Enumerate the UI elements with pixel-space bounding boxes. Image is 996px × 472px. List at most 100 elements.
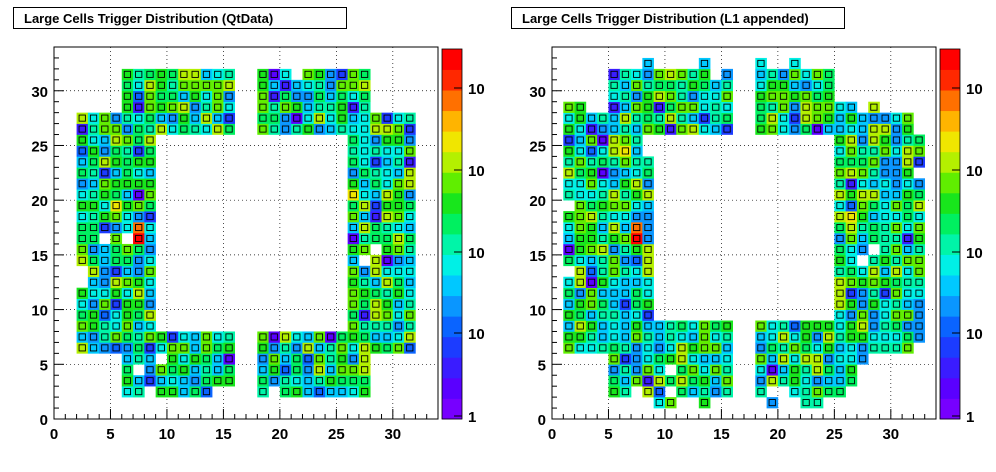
cell — [133, 298, 145, 310]
cell-marker — [101, 224, 109, 232]
cell-marker — [135, 81, 143, 89]
cell — [642, 167, 654, 179]
cell — [347, 331, 360, 343]
cell — [789, 342, 801, 354]
cell-marker — [372, 267, 380, 275]
cell-marker — [202, 377, 211, 385]
cell — [404, 320, 416, 332]
cell — [133, 320, 145, 332]
cell — [811, 79, 824, 92]
cell-marker — [599, 158, 607, 166]
cell — [766, 123, 779, 135]
cell-marker — [89, 158, 98, 166]
cell-marker — [892, 114, 901, 122]
cell — [913, 331, 926, 343]
cell-marker — [870, 333, 878, 341]
cell-marker — [168, 355, 177, 363]
cell-marker — [700, 399, 709, 407]
cell-marker — [644, 103, 652, 111]
cell — [87, 112, 100, 124]
cell — [710, 342, 722, 354]
cell-marker — [146, 191, 154, 199]
cell-marker — [847, 180, 855, 188]
cell — [574, 265, 587, 278]
cell-marker — [610, 234, 618, 242]
cell-marker — [587, 278, 596, 286]
cell-marker — [349, 267, 357, 275]
cell-marker — [214, 333, 222, 341]
cell-marker — [689, 81, 697, 89]
cell-marker — [621, 213, 630, 221]
cell — [811, 342, 824, 354]
cell — [121, 68, 134, 81]
cell-marker — [892, 245, 901, 253]
cell — [608, 90, 621, 103]
cell-marker — [633, 125, 641, 133]
cell — [721, 123, 734, 135]
cell — [619, 331, 632, 343]
cell — [257, 331, 269, 343]
cell — [291, 112, 303, 124]
cell-marker — [881, 114, 889, 122]
cell — [257, 342, 269, 354]
cell-marker — [587, 289, 596, 297]
cell — [87, 342, 100, 354]
cell-marker — [621, 224, 630, 232]
cell — [279, 68, 292, 81]
cell-marker — [360, 267, 369, 275]
cell — [110, 309, 123, 321]
cell — [619, 123, 632, 135]
cell — [121, 276, 134, 289]
cell — [563, 320, 575, 332]
cell-marker — [621, 136, 630, 144]
cell-marker — [723, 114, 731, 122]
cell-marker — [757, 81, 765, 89]
cell-marker — [270, 81, 278, 89]
cell-marker — [633, 158, 641, 166]
cell — [257, 101, 269, 113]
cell — [811, 112, 824, 124]
y-tick-label: 15 — [31, 248, 48, 265]
cell — [687, 320, 700, 332]
cell-marker — [892, 278, 901, 286]
cell — [631, 156, 643, 168]
cell-marker — [644, 355, 652, 363]
cell-marker — [338, 114, 346, 122]
cell — [200, 386, 213, 398]
cell — [642, 254, 654, 267]
cell — [789, 364, 801, 376]
cell-marker — [89, 267, 98, 275]
cell — [133, 309, 145, 321]
cell-marker — [112, 344, 120, 352]
cell-marker — [180, 70, 188, 78]
cell-marker — [870, 147, 878, 155]
cell-marker — [383, 256, 391, 264]
cell — [155, 79, 168, 92]
cell-marker — [644, 169, 652, 177]
cell — [710, 375, 722, 387]
cell — [302, 353, 315, 365]
cell-marker — [599, 245, 607, 253]
cell — [404, 167, 416, 179]
cell-marker — [565, 125, 573, 133]
cell — [890, 287, 903, 299]
cell-marker — [214, 366, 222, 374]
y-tick-label: 0 — [538, 412, 546, 429]
colorbar-label: 1 — [966, 409, 974, 426]
cell-marker — [610, 191, 618, 199]
cell-marker — [383, 311, 391, 319]
cell — [721, 386, 734, 398]
cell — [902, 233, 914, 245]
cell — [766, 79, 779, 92]
cell — [358, 243, 371, 256]
cell — [381, 309, 394, 321]
cell — [144, 167, 156, 179]
cell-marker — [621, 158, 630, 166]
cell — [110, 243, 123, 256]
cell-marker — [870, 267, 878, 275]
cell — [76, 254, 89, 267]
cell-marker — [621, 245, 630, 253]
colorbar-segment — [940, 90, 960, 112]
cell — [200, 364, 213, 376]
cell — [777, 90, 790, 103]
